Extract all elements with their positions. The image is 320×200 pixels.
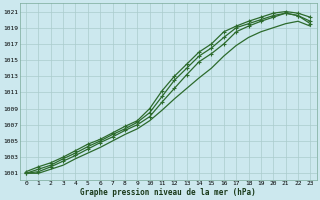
- X-axis label: Graphe pression niveau de la mer (hPa): Graphe pression niveau de la mer (hPa): [80, 188, 256, 197]
